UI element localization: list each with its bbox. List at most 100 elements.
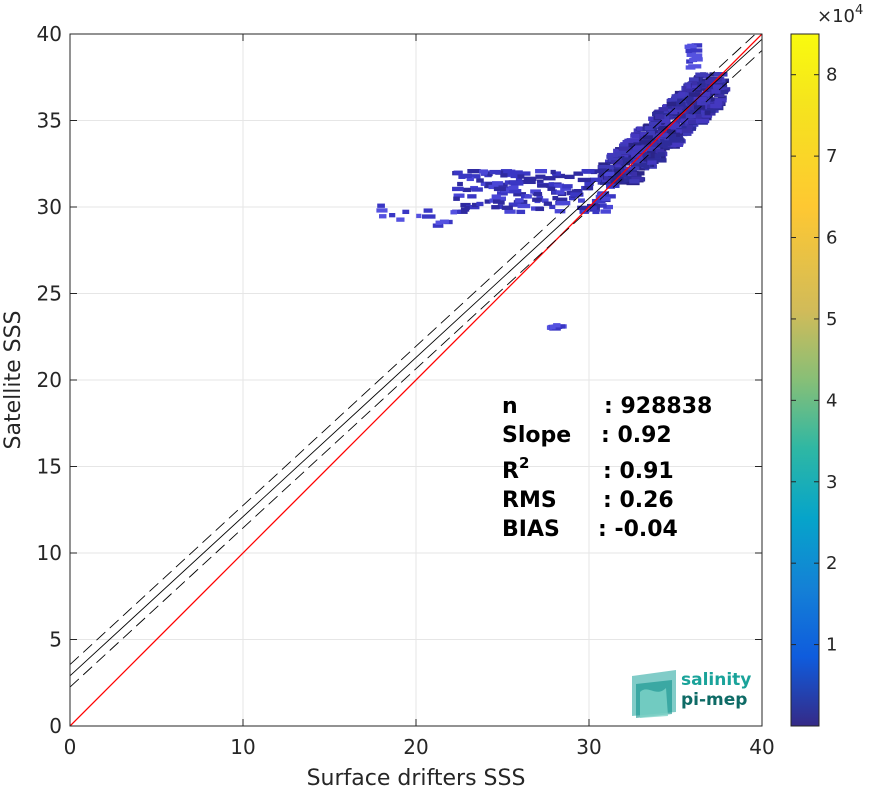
density-cell-863 [466,176,474,182]
density-cell-978 [685,65,696,70]
density-cell-973 [686,52,696,57]
x-axis-ticks: 0 10 20 30 40 [64,34,775,759]
density-cell-724 [693,96,707,102]
density-cell-641 [660,118,670,123]
density-cell-946 [435,220,442,225]
density-cell-586 [666,105,673,110]
density-cell-756 [688,92,702,97]
density-cell-467 [679,114,686,119]
density-cell-929 [562,184,573,189]
density-cell-883 [515,177,523,182]
density-cell-421 [653,145,666,150]
density-cell-655 [657,143,665,148]
density-cell-899 [578,198,585,203]
density-cell-864 [509,189,522,194]
density-cell-647 [675,126,687,131]
density-cell-903 [524,194,532,199]
density-cell-902 [587,203,600,209]
density-cell-672 [631,176,644,182]
density-cell-897 [605,194,616,199]
density-cell-920 [543,201,552,206]
y-tick-label-0: 0 [49,714,62,738]
density-cell-585 [686,84,693,89]
density-cell-787 [510,173,522,179]
stat-label-2: R2 [502,454,529,484]
density-cell-937 [493,199,501,204]
density-cell-662 [653,130,661,135]
density-cell-720 [700,100,710,105]
density-cell-830 [551,171,562,176]
stat-value-3: : 0.26 [603,488,674,513]
density-cell-956 [389,213,396,218]
density-cell-746 [668,138,677,143]
density-cell-790 [590,177,601,182]
density-cell-665 [674,108,687,113]
density-cell-905 [516,209,526,215]
stat-value-4: : -0.04 [598,517,678,542]
density-cell-643 [714,79,721,84]
density-cell-742 [647,130,655,136]
density-cell-822 [485,182,497,187]
stat-label-3: RMS [502,488,557,513]
density-cell-680 [658,107,668,112]
density-cell-930 [532,197,542,202]
density-cell-631 [686,124,693,129]
density-cell-983 [690,57,703,62]
density-cell-433 [643,123,652,128]
colorbar-tick-label-3: 4 [826,390,837,411]
density-cell-490 [622,178,628,183]
density-cell-682 [695,89,701,95]
density-cell-893 [598,203,607,208]
density-cell-939 [464,205,470,210]
density-cell-851 [510,170,523,175]
density-cell-936 [500,173,508,178]
density-cell-931 [535,169,548,174]
density-cell-928 [479,169,488,174]
density-cell-953 [422,214,436,219]
density-cell-938 [493,186,506,192]
density-cell-659 [652,111,664,117]
logo-line-1: salinity [681,670,751,690]
density-cell-689 [681,128,692,133]
density-cell-955 [379,214,387,219]
density-cell-776 [672,102,686,107]
density-cell-982 [684,44,697,49]
density-cell-835 [560,186,572,191]
density-cell-449 [705,97,719,102]
density-cell-604 [691,112,703,117]
density-cell-986 [691,53,703,58]
density-cell-702 [631,153,643,159]
density-cell-745 [606,154,614,159]
y-tick-label-2: 10 [37,541,62,565]
density-cell-770 [632,145,644,150]
density-cell-696 [655,149,665,154]
density-cell-707 [691,83,699,88]
density-cell-833 [467,174,481,179]
density-cell-934 [577,205,588,211]
regression-lines [70,34,762,726]
density-cell-763 [633,159,641,164]
density-cell-914 [452,186,464,192]
density-cell-918 [550,169,556,175]
density-cell-805 [530,189,541,194]
density-cell-940 [489,169,501,175]
colorbar-tick-label-1: 2 [826,553,837,574]
colorbar-tick-label-5: 6 [826,228,837,249]
density-cell-882 [501,205,513,210]
density-cell-729 [695,118,710,124]
density-cell-944 [461,173,472,179]
density-cell-684 [684,96,697,101]
density-cell-844 [536,179,544,184]
density-cell-791 [460,202,471,208]
x-tick-label-3: 30 [576,735,601,759]
density-cell-484 [635,166,646,171]
y-tick-label-7: 35 [37,109,62,133]
density-cell-943 [535,206,545,212]
density-cell-731 [603,175,612,181]
density-cell-950 [439,219,449,224]
density-cell-329 [673,119,681,124]
density-cell-855 [600,209,611,214]
density-cell-848 [462,187,471,193]
density-cell-658 [612,177,624,182]
colorbar-tick-label-4: 5 [826,309,837,330]
